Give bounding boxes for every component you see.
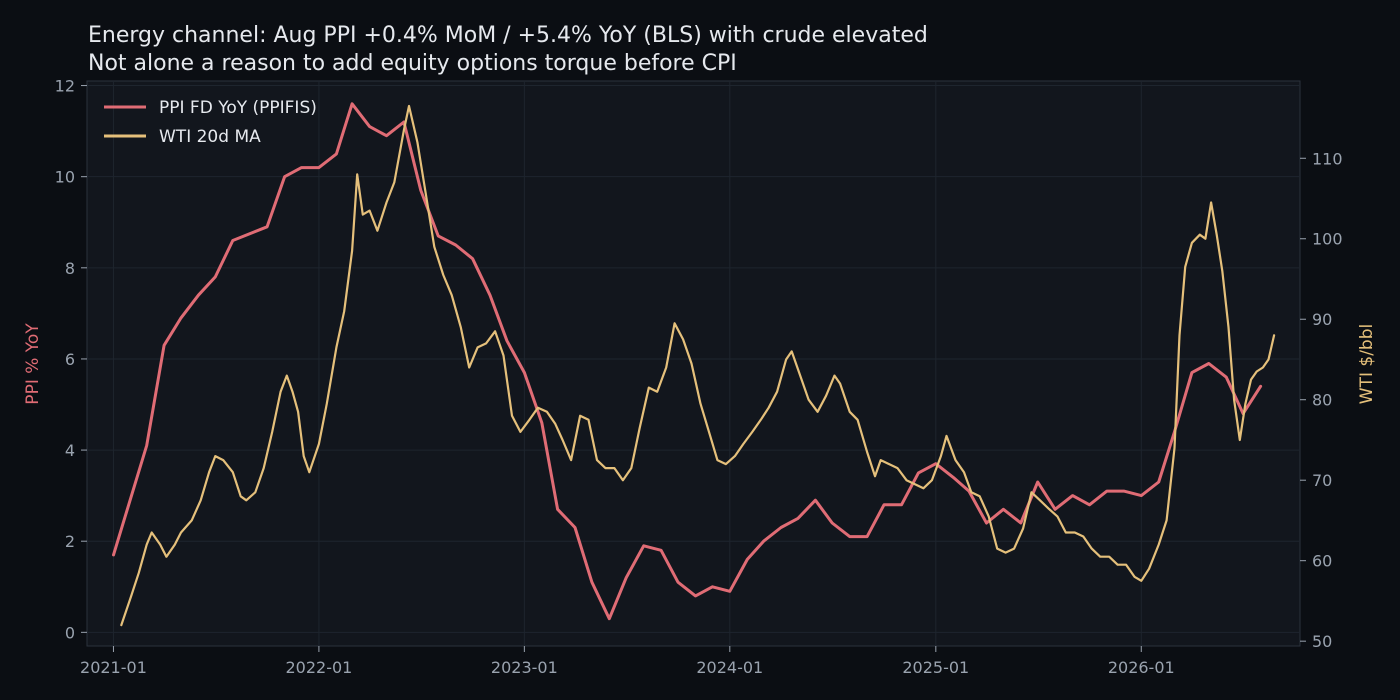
plot-area — [86, 80, 1301, 647]
y-left-tick-label: 0 — [65, 623, 75, 642]
x-tick-label: 2022-01 — [285, 658, 352, 677]
y-left-tick-label: 8 — [65, 259, 75, 278]
grid-lines — [87, 81, 1300, 646]
x-tick-label: 2021-01 — [80, 658, 147, 677]
series-lines — [112, 102, 1276, 627]
chart-title: Energy channel: Aug PPI +0.4% MoM / +5.4… — [88, 23, 928, 48]
y-left-tick-label: 6 — [65, 350, 75, 369]
legend-label-wti: WTI 20d MA — [159, 127, 261, 147]
ppi-series-line — [112, 102, 1263, 621]
axes: 2021-01 2022-01 2023-01 2024-01 2025-01 2026-… — [55, 77, 1343, 677]
y-right-tick-label: 80 — [1312, 391, 1332, 410]
y-left-tick-label: 4 — [65, 441, 75, 460]
y-right-tick-label: 70 — [1312, 471, 1332, 490]
y-right-tick-label: 90 — [1312, 310, 1332, 329]
legend: PPI FD YoY (PPIFIS) WTI 20d MA — [104, 98, 317, 147]
x-tick-label: 2023-01 — [491, 658, 558, 677]
x-tick-label: 2024-01 — [696, 658, 763, 677]
y-axis-left-title: PPI % YoY — [23, 323, 43, 405]
y-axis-right-title: WTI $/bbl — [1357, 324, 1377, 404]
y-right-tick-label: 100 — [1312, 230, 1343, 249]
y-right-tick-label: 50 — [1312, 632, 1332, 651]
y-left-tick-label: 2 — [65, 532, 75, 551]
wti-series-line — [120, 104, 1276, 627]
x-tick-label: 2026-01 — [1108, 658, 1175, 677]
y-right-tick-label: 110 — [1312, 149, 1343, 168]
x-tick-label: 2025-01 — [902, 658, 969, 677]
y-right-tick-label: 60 — [1312, 552, 1332, 571]
legend-label-ppi: PPI FD YoY (PPIFIS) — [159, 98, 317, 118]
chart-subtitle: Not alone a reason to add equity options… — [88, 51, 737, 76]
y-left-tick-label: 12 — [55, 77, 75, 96]
y-left-tick-label: 10 — [55, 168, 75, 187]
